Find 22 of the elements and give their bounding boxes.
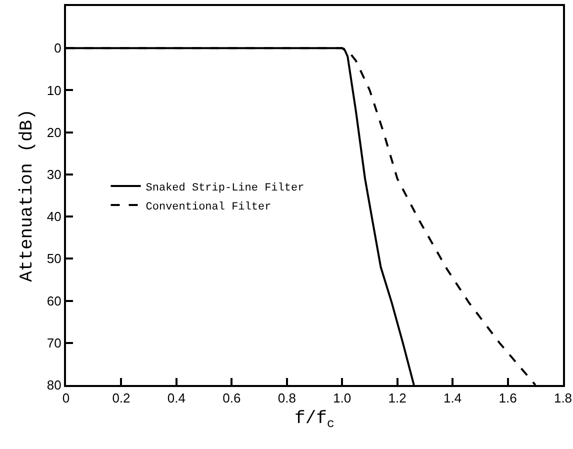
legend-label: Conventional Filter (146, 201, 272, 214)
x-tick-label: 0.8 (278, 390, 296, 406)
y-tick-label: 30 (46, 166, 62, 182)
x-tick-label: 1.0 (333, 390, 352, 406)
x-tick-label: 0.4 (167, 390, 186, 406)
x-tick-label: 1.8 (554, 390, 572, 406)
y-tick-label: 10 (46, 82, 62, 98)
x-axis-title: f/f$_{c}$ (294, 409, 334, 431)
y-axis-title: Attenuation (dB) (18, 109, 38, 282)
legend-label: Snaked Strip-Line Filter (146, 182, 304, 194)
x-tick-label: 0.2 (112, 390, 130, 406)
y-tick-label: 70 (46, 335, 62, 350)
x-tick-label: 1.2 (388, 390, 406, 406)
x-tick-label: 1.4 (444, 390, 462, 406)
y-tick-label: 20 (46, 124, 62, 140)
y-tick-label: 40 (46, 209, 62, 224)
y-tick-label: 80 (46, 378, 62, 393)
y-tick-label: 0 (54, 40, 62, 56)
x-tick-label: 1.6 (498, 390, 517, 406)
x-tick-label: 0.6 (222, 390, 241, 406)
y-tick-label: 50 (46, 251, 62, 266)
y-tick-label: 60 (46, 293, 62, 308)
